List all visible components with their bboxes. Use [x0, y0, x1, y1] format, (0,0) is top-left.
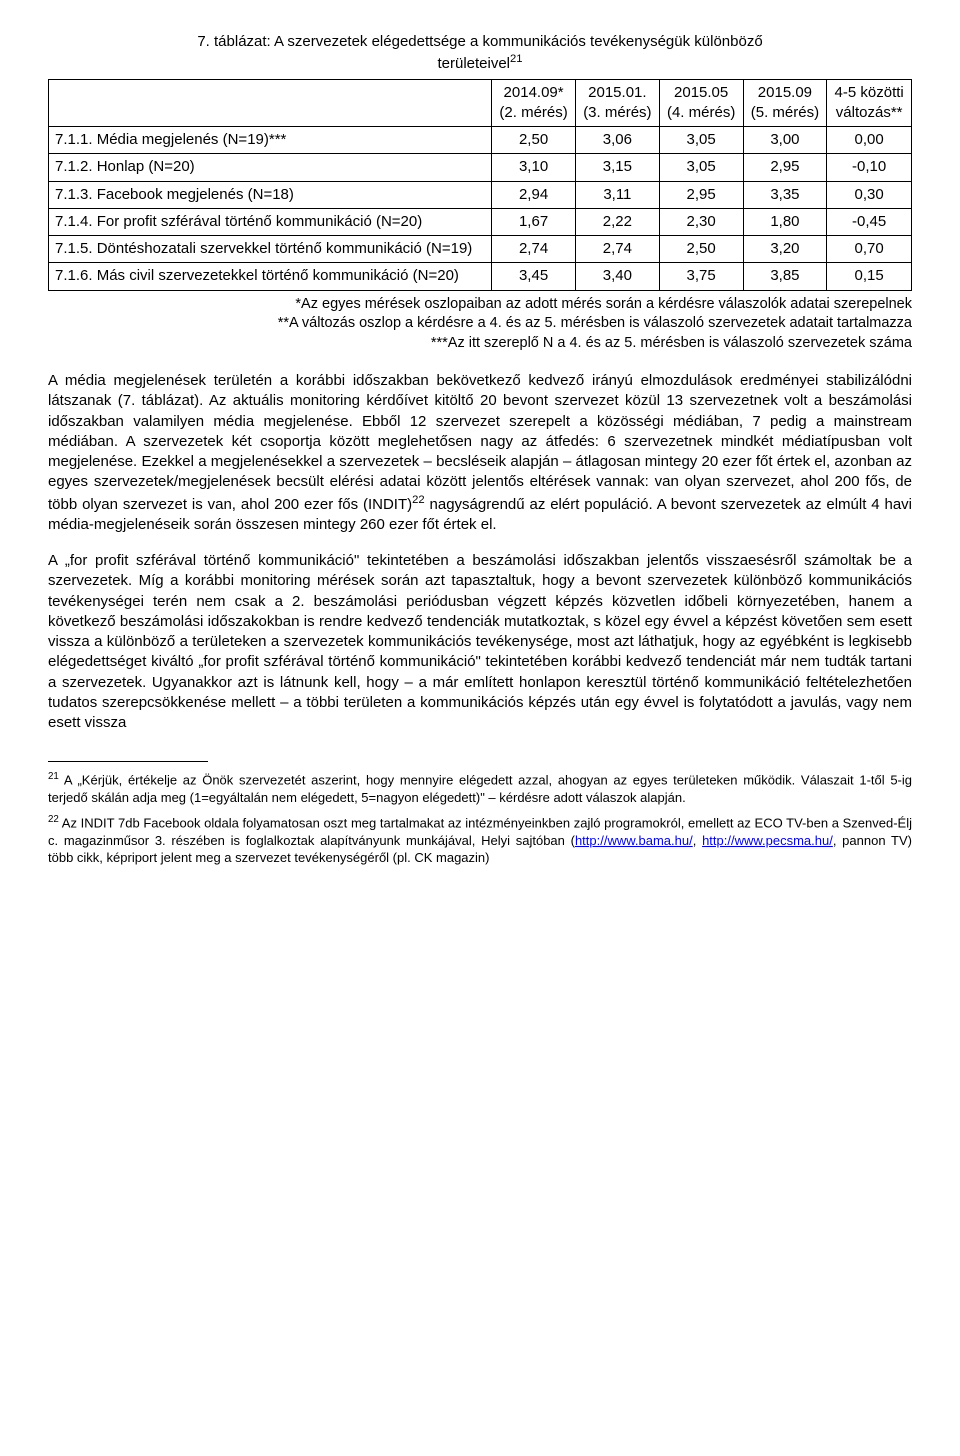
cell-value: 2,95 — [743, 154, 827, 181]
header-top: 2015.01. — [588, 84, 646, 101]
footnote-21-sup: 21 — [48, 771, 59, 782]
footnote-22-text-b: , — [693, 833, 702, 848]
table-row: 7.1.4. For profit szférával történő komm… — [49, 208, 912, 235]
table-row: 7.1.1. Média megjelenés (N=19)***2,503,0… — [49, 127, 912, 154]
table-row: 7.1.3. Facebook megjelenés (N=18)2,943,1… — [49, 181, 912, 208]
table-row: 7.1.6. Más civil szervezetekkel történő … — [49, 263, 912, 290]
row-label: 7.1.4. For profit szférával történő komm… — [49, 208, 492, 235]
p1-text-a: A média megjelenések területén a korábbi… — [48, 372, 912, 513]
table-row: 7.1.2. Honlap (N=20)3,103,153,052,95-0,1… — [49, 154, 912, 181]
cell-value: 3,35 — [743, 181, 827, 208]
cell-value: 2,30 — [659, 208, 743, 235]
header-top: 2014.09* — [504, 84, 564, 101]
header-bottom: változás** — [836, 104, 903, 121]
table-header-row: 2014.09* (2. mérés) 2015.01. (3. mérés) … — [49, 79, 912, 127]
cell-value: 3,05 — [659, 154, 743, 181]
footnote-link-1[interactable]: http://www.bama.hu/ — [575, 833, 693, 848]
data-table: 2014.09* (2. mérés) 2015.01. (3. mérés) … — [48, 79, 912, 291]
cell-value: 3,05 — [659, 127, 743, 154]
header-col-3: 2015.09 (5. mérés) — [743, 79, 827, 127]
header-bottom: (4. mérés) — [667, 104, 735, 121]
table-title-line2: területeivel — [437, 55, 510, 72]
cell-value: 1,80 — [743, 208, 827, 235]
row-label: 7.1.2. Honlap (N=20) — [49, 154, 492, 181]
table-title: 7. táblázat: A szervezetek elégedettsége… — [48, 32, 912, 75]
cell-value: -0,45 — [827, 208, 912, 235]
cell-value: 3,06 — [575, 127, 659, 154]
paragraph-1: A média megjelenések területén a korábbi… — [48, 371, 912, 535]
header-col-4: 4-5 közötti változás** — [827, 79, 912, 127]
cell-value: 3,75 — [659, 263, 743, 290]
header-top: 4-5 közötti — [835, 84, 904, 101]
cell-value: 3,45 — [492, 263, 576, 290]
footnote-21-text: A „Kérjük, értékelje az Önök szervezetét… — [48, 773, 912, 806]
note-0: *Az egyes mérések oszlopaiban az adott m… — [48, 295, 912, 315]
cell-value: 0,70 — [827, 236, 912, 263]
note-2: ***Az itt szereplő N a 4. és az 5. mérés… — [48, 334, 912, 354]
header-top: 2015.05 — [674, 84, 728, 101]
footnote-22: 22 Az INDIT 7db Facebook oldala folyamat… — [48, 813, 912, 867]
footnote-22-sup: 22 — [48, 814, 59, 825]
cell-value: 2,22 — [575, 208, 659, 235]
cell-value: 3,11 — [575, 181, 659, 208]
footnote-21: 21 A „Kérjük, értékelje az Önök szerveze… — [48, 770, 912, 806]
header-col-0: 2014.09* (2. mérés) — [492, 79, 576, 127]
p1-sup: 22 — [412, 494, 425, 506]
row-label: 7.1.5. Döntéshozatali szervekkel történő… — [49, 236, 492, 263]
table-title-sup: 21 — [510, 53, 523, 65]
header-bottom: (2. mérés) — [499, 104, 567, 121]
header-col-1: 2015.01. (3. mérés) — [575, 79, 659, 127]
cell-value: -0,10 — [827, 154, 912, 181]
header-bottom: (5. mérés) — [751, 104, 819, 121]
cell-value: 2,50 — [659, 236, 743, 263]
cell-value: 3,40 — [575, 263, 659, 290]
cell-value: 3,00 — [743, 127, 827, 154]
row-label: 7.1.6. Más civil szervezetekkel történő … — [49, 263, 492, 290]
cell-value: 3,85 — [743, 263, 827, 290]
row-label: 7.1.1. Média megjelenés (N=19)*** — [49, 127, 492, 154]
header-bottom: (3. mérés) — [583, 104, 651, 121]
cell-value: 2,74 — [575, 236, 659, 263]
table-row: 7.1.5. Döntéshozatali szervekkel történő… — [49, 236, 912, 263]
header-top: 2015.09 — [758, 84, 812, 101]
cell-value: 3,10 — [492, 154, 576, 181]
table-notes: *Az egyes mérések oszlopaiban az adott m… — [48, 295, 912, 354]
row-label: 7.1.3. Facebook megjelenés (N=18) — [49, 181, 492, 208]
cell-value: 3,20 — [743, 236, 827, 263]
cell-value: 1,67 — [492, 208, 576, 235]
cell-value: 2,74 — [492, 236, 576, 263]
header-col-2: 2015.05 (4. mérés) — [659, 79, 743, 127]
cell-value: 0,30 — [827, 181, 912, 208]
cell-value: 2,95 — [659, 181, 743, 208]
cell-value: 3,15 — [575, 154, 659, 181]
cell-value: 2,50 — [492, 127, 576, 154]
table-title-line1: 7. táblázat: A szervezetek elégedettsége… — [197, 33, 762, 50]
cell-value: 0,00 — [827, 127, 912, 154]
note-1: **A változás oszlop a kérdésre a 4. és a… — [48, 314, 912, 334]
paragraph-2: A „for profit szférával történő kommunik… — [48, 551, 912, 733]
cell-value: 2,94 — [492, 181, 576, 208]
header-empty — [49, 79, 492, 127]
footnote-separator — [48, 761, 208, 762]
footnote-link-2[interactable]: http://www.pecsma.hu/ — [702, 833, 833, 848]
cell-value: 0,15 — [827, 263, 912, 290]
